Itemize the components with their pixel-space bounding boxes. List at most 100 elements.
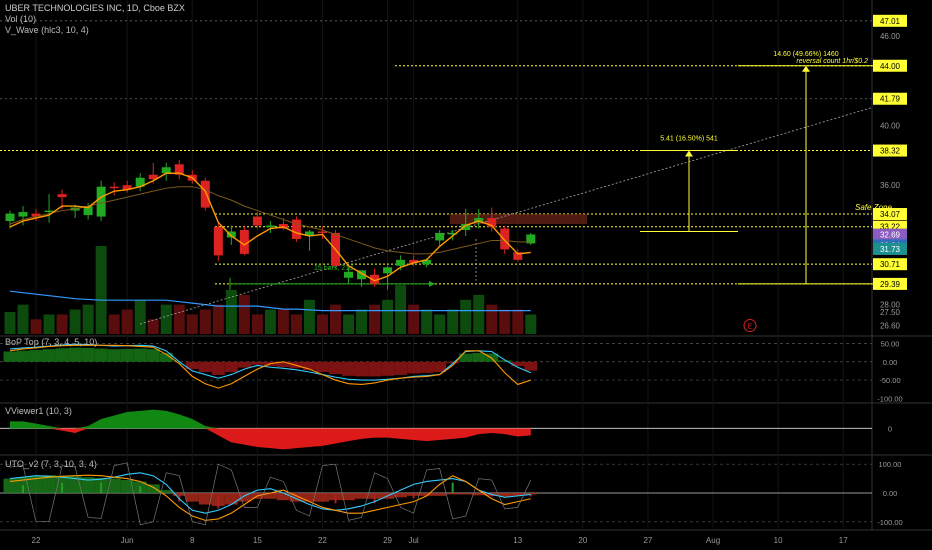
bop-area-bar [68,347,82,362]
candle-body [252,216,262,226]
uto-tick-label: 0.00 [883,489,898,498]
level-price-tag [873,92,907,105]
candle-body [135,177,145,187]
volume-bar [147,319,159,334]
volume-bar [499,309,511,334]
date-tick-label: 20 [578,536,587,545]
volume-bar [43,314,55,334]
candle-body [174,164,184,175]
live-price-text: 32.69 [880,231,901,240]
uto-tick-label: 100.00 [879,460,902,469]
vviewer-positive-area [10,409,531,429]
volume-bar [512,309,524,334]
ma-line [9,186,531,255]
level-price-text: 33.22 [880,223,901,232]
uto-area-bar [315,493,329,502]
symbol-title[interactable]: UBER TECHNOLOGIES INC, 1D, Cboe BZX [5,3,185,13]
level-price-text: 44.00 [880,62,901,71]
vviewer-legend[interactable]: VViewer1 (10, 3) [5,406,72,416]
candle-body [448,232,458,235]
volume-bar [473,294,485,334]
volume-bar [17,304,29,334]
level-price-text: 29.39 [880,280,901,289]
candle-body [109,186,119,189]
vviewer-tick-label: 0 [888,424,892,433]
candle-body [357,270,367,280]
chart-legend: UBER TECHNOLOGIES INC, 1D, Cboe BZX Vol … [5,3,185,36]
measure-big-arrowhead [802,65,810,72]
date-tick-label: 15 [253,536,262,545]
bop-tick-label: 50.00 [881,339,900,348]
volume-bars [4,246,537,334]
price-tick-label: 46.00 [880,32,901,41]
bop-area-bar [185,361,199,370]
bop-area-bar [94,348,108,362]
uto-area-bar [146,484,160,493]
wave-legend[interactable]: V_Wave (hlc3, 10, 4) [5,25,89,35]
volume-bar [199,309,211,334]
uto-area-bar [289,493,303,502]
price-tick-label: 36.00 [880,181,901,190]
uto-area-bar [433,493,447,496]
volume-bar [251,314,263,334]
volume-bar [421,309,433,334]
uto-area-bar [224,493,238,505]
uto-legend[interactable]: UTO_v2 (7, 3, 10, 3, 4) [5,459,97,469]
level-price-tag [873,144,907,157]
price-tick-label: 28.00 [880,301,901,310]
volume-bar [264,309,276,334]
volume-bar [56,314,68,334]
uto-area-bar [3,478,17,493]
candle-body [383,267,393,274]
candle-body [422,259,432,265]
candle-body [526,234,536,244]
earnings-label: E [748,324,753,331]
bars-arrowhead [429,280,435,287]
bop-legend[interactable]: BoP Top (7, 3, 4, 5, 10) [5,337,98,347]
bop-area-bar [29,350,43,362]
date-tick-label: 22 [32,536,41,545]
candle-body [435,232,445,241]
uto-area-bar [81,477,95,493]
vol-legend[interactable]: Vol (10) [5,14,37,24]
date-axis[interactable]: 22 Jun 8 15 22 29 Jul 13 20 27 Aug 10 17 [32,536,849,545]
candle-body [461,224,471,230]
level-price-tag [873,258,907,271]
level-price-text: 41.79 [880,95,901,104]
live-price-text: 31.73 [880,245,901,254]
uto-cyan-line [9,472,531,514]
uto-area-bar [420,493,434,496]
candle-body [317,231,327,233]
bop-area-bar [381,361,395,376]
candle-body [148,174,158,180]
uto-area-bar [29,475,43,493]
candle-body [278,224,288,229]
indicator-panes [0,343,872,526]
level-price-tag [873,59,907,72]
volume-bar [316,314,328,334]
uto-area-bar [120,480,134,493]
level-price-text: 38.32 [880,147,901,156]
volume-bar [134,299,146,334]
bop-area-bar [211,361,225,375]
grid-lines [0,0,932,531]
trend-line [139,107,873,325]
measure-big-label: 14.60 (49.66%) 1460 [773,51,838,58]
candle-body [44,210,54,213]
candle-body [161,167,171,174]
volume-bar [330,304,341,334]
candle-body [487,218,497,228]
price-axis[interactable]: 47.01 46.00 44.00 41.79 40.00 38.32 36.00 34.07… [873,14,907,527]
bop-area-bar [55,348,69,362]
bop-area-bar [120,348,134,362]
bop-area-bar [198,361,212,373]
bop-area-bar [433,361,447,373]
bop-area-bar [250,361,264,365]
volume-bar [343,314,355,334]
uto-area-bar [42,475,56,493]
candle-body [239,229,249,254]
date-tick-label: Aug [706,536,720,545]
date-tick-label: Jul [408,536,418,545]
level-price-tag [873,277,907,290]
